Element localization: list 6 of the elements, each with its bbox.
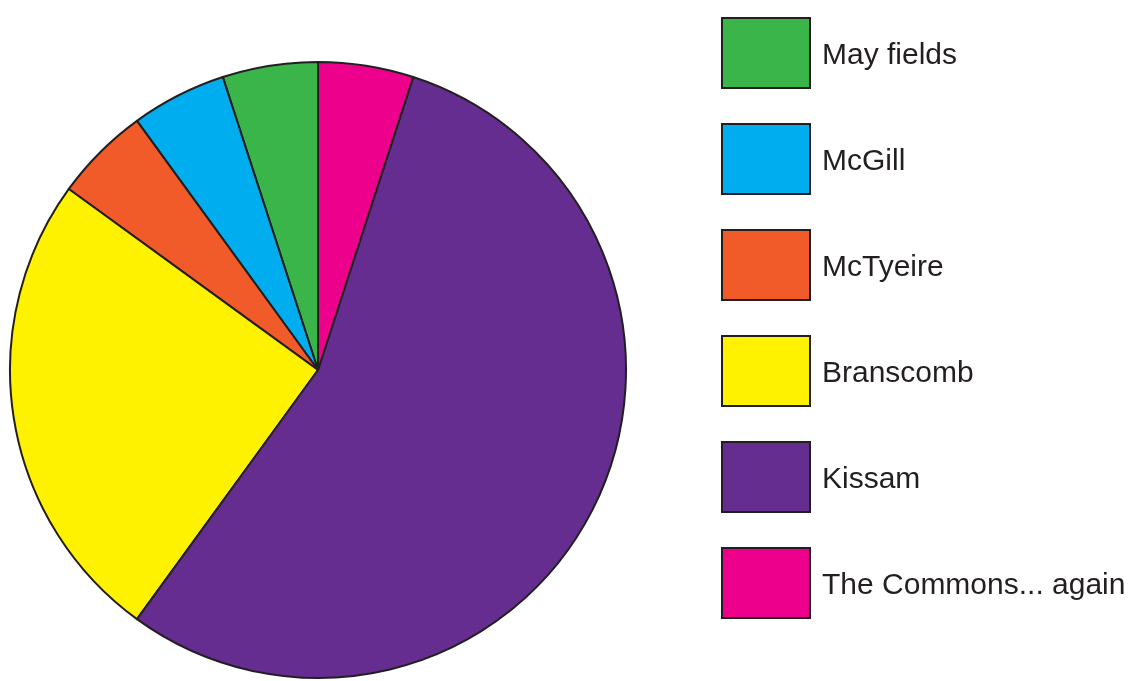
legend-label: May fields bbox=[822, 37, 958, 70]
legend-label: McTyeire bbox=[822, 249, 944, 282]
legend-label: Kissam bbox=[822, 461, 921, 494]
legend-label: Branscomb bbox=[822, 355, 974, 388]
legend-label: McGill bbox=[822, 143, 906, 176]
legend-label: The Commons... again bbox=[822, 567, 1126, 600]
